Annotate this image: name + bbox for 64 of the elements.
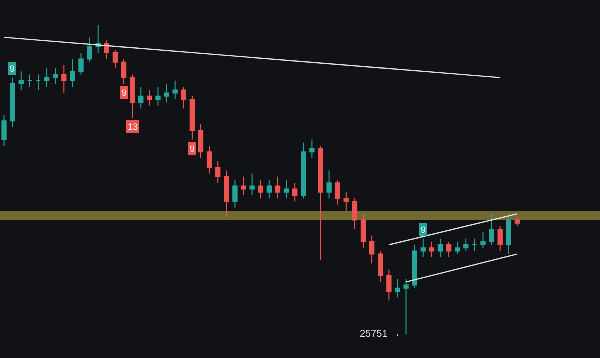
- candlestick: [266, 180, 272, 200]
- candlestick: [489, 214, 494, 246]
- candlestick: [216, 160, 221, 184]
- candlestick: [429, 241, 435, 258]
- candlestick: [147, 90, 152, 106]
- candlestick: [310, 139, 315, 159]
- candlestick: [514, 216, 520, 227]
- candlestick: [335, 180, 340, 206]
- candlestick: [36, 74, 42, 91]
- candlestick: [472, 238, 478, 252]
- candlestick: [420, 238, 426, 258]
- candlestick: [301, 142, 306, 200]
- candlestick: [438, 238, 444, 258]
- candlestick: [412, 244, 418, 289]
- candlestick: [112, 49, 118, 70]
- candlestick: [241, 176, 246, 196]
- candlestick: [284, 180, 290, 200]
- candlestick: [386, 269, 392, 302]
- candlestick: [352, 198, 358, 230]
- candlestick: [369, 235, 375, 264]
- candlestick: [326, 170, 332, 200]
- candlestick: [190, 96, 196, 140]
- candlestick: [18, 71, 24, 91]
- candlestick: [172, 80, 178, 100]
- text: 9: [122, 88, 128, 98]
- candlestick: [232, 180, 238, 208]
- candlestick: [344, 192, 349, 212]
- text: 9: [421, 225, 426, 235]
- candlestick: [224, 170, 230, 218]
- candlestick: [404, 278, 409, 336]
- candlestick: [156, 86, 161, 106]
- candlestick: [275, 176, 281, 200]
- candlestick: [455, 241, 460, 255]
- candlestick: [198, 124, 204, 159]
- candlestick: [78, 52, 84, 76]
- candlestick: [10, 77, 16, 128]
- candlestick: [121, 58, 127, 85]
- candlestick: [395, 278, 400, 298]
- text: 13: [128, 122, 138, 132]
- candlestick: [480, 232, 486, 249]
- candlestick: [360, 214, 366, 249]
- candlestick: [27, 74, 33, 88]
- candlestick: [250, 173, 255, 196]
- candlestick: [2, 114, 7, 146]
- candlestick: [87, 37, 92, 63]
- text: 9: [10, 64, 16, 74]
- candlestick: [181, 86, 186, 110]
- candlestick: [378, 250, 384, 283]
- candlestick: [464, 238, 469, 252]
- candlestick: [258, 180, 264, 200]
- candlestick: [70, 58, 76, 88]
- candlestick: [62, 64, 67, 94]
- text: 25751 →: [360, 329, 401, 340]
- candlestick: [138, 86, 144, 110]
- candlestick: [53, 68, 58, 85]
- candlestick: [446, 241, 452, 258]
- candlestick: [292, 182, 298, 202]
- candlestick: [164, 84, 170, 104]
- candlestick: [206, 145, 212, 174]
- candlestick: [498, 226, 503, 252]
- candlestick: [44, 68, 50, 88]
- candlestick: [318, 145, 324, 261]
- candlestick: [506, 214, 512, 255]
- text: 9: [190, 144, 196, 154]
